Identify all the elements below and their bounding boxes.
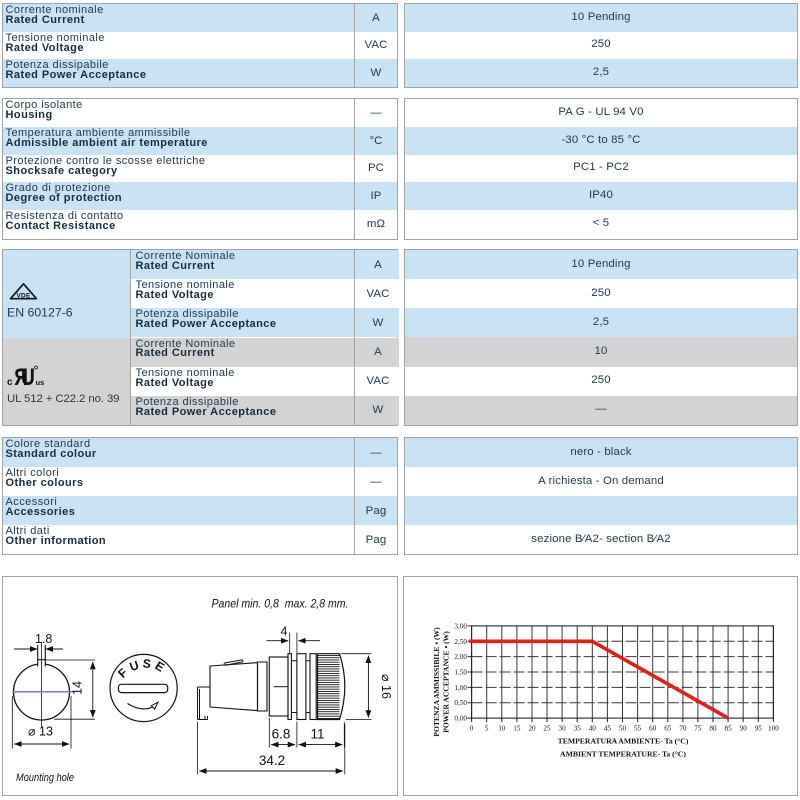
svg-text:100: 100	[768, 725, 779, 733]
svg-text:30: 30	[559, 725, 567, 733]
svg-text:90: 90	[740, 725, 748, 733]
svg-text:S: S	[142, 656, 152, 671]
svg-text:1,00: 1,00	[454, 684, 467, 692]
svg-text:Panel min. 0,8 max. 2,8 mm.: Panel min. 0,8 max. 2,8 mm.	[212, 597, 349, 611]
svg-text:80: 80	[709, 725, 717, 733]
svg-text:2,50: 2,50	[454, 638, 467, 646]
svg-text:POWER ACCEPTANCE ▪ (W): POWER ACCEPTANCE ▪ (W)	[442, 631, 451, 733]
svg-text:0,00: 0,00	[454, 715, 467, 723]
svg-text:5: 5	[485, 725, 489, 733]
svg-text:⌀ 16: ⌀ 16	[379, 674, 393, 699]
svg-text:U: U	[128, 658, 141, 674]
svg-text:0: 0	[470, 725, 474, 733]
svg-text:VDE: VDE	[16, 293, 30, 300]
svg-text:6.8: 6.8	[272, 727, 291, 742]
svg-text:45: 45	[604, 725, 612, 733]
svg-text:35: 35	[574, 725, 582, 733]
svg-text:c: c	[7, 377, 13, 388]
svg-text:us: us	[36, 378, 45, 387]
svg-text:65: 65	[664, 725, 672, 733]
svg-text:25: 25	[543, 725, 551, 733]
svg-text:E: E	[153, 659, 167, 675]
svg-text:95: 95	[755, 725, 763, 733]
svg-text:Mounting hole: Mounting hole	[16, 772, 74, 784]
svg-text:3,00: 3,00	[454, 622, 467, 630]
svg-text:75: 75	[694, 725, 702, 733]
svg-text:60: 60	[649, 725, 657, 733]
svg-text:14: 14	[71, 681, 85, 695]
svg-text:F: F	[115, 665, 130, 680]
svg-text:15: 15	[513, 725, 521, 733]
svg-text:2,00: 2,00	[454, 653, 467, 661]
svg-text:20: 20	[528, 725, 536, 733]
svg-text:85: 85	[725, 725, 733, 733]
svg-text:34.2: 34.2	[259, 753, 285, 768]
svg-text:10: 10	[498, 725, 506, 733]
svg-text:AMBIENT TEMPERATURE- Ta (°C): AMBIENT TEMPERATURE- Ta (°C)	[560, 749, 686, 758]
svg-text:1,50: 1,50	[454, 669, 467, 677]
svg-text:TEMPERATURA AMBIENTE- Ta (°C): TEMPERATURA AMBIENTE- Ta (°C)	[558, 737, 689, 746]
svg-text:50: 50	[619, 725, 627, 733]
svg-text:UL 512 + C22.2 no. 39: UL 512 + C22.2 no. 39	[7, 393, 119, 405]
svg-text:1.8: 1.8	[35, 632, 52, 646]
svg-text:EN 60127-6: EN 60127-6	[7, 306, 73, 320]
svg-text:70: 70	[679, 725, 687, 733]
svg-text:40: 40	[589, 725, 597, 733]
svg-text:4: 4	[281, 625, 288, 639]
svg-text:U: U	[21, 362, 35, 390]
svg-text:POTENZA AMMISSIBILE ▪ (W): POTENZA AMMISSIBILE ▪ (W)	[432, 627, 441, 737]
svg-text:R: R	[14, 362, 28, 390]
svg-text:11: 11	[310, 727, 324, 742]
svg-text:55: 55	[634, 725, 642, 733]
svg-text:⌀ 13: ⌀ 13	[28, 725, 53, 739]
svg-text:0,50: 0,50	[454, 699, 467, 707]
